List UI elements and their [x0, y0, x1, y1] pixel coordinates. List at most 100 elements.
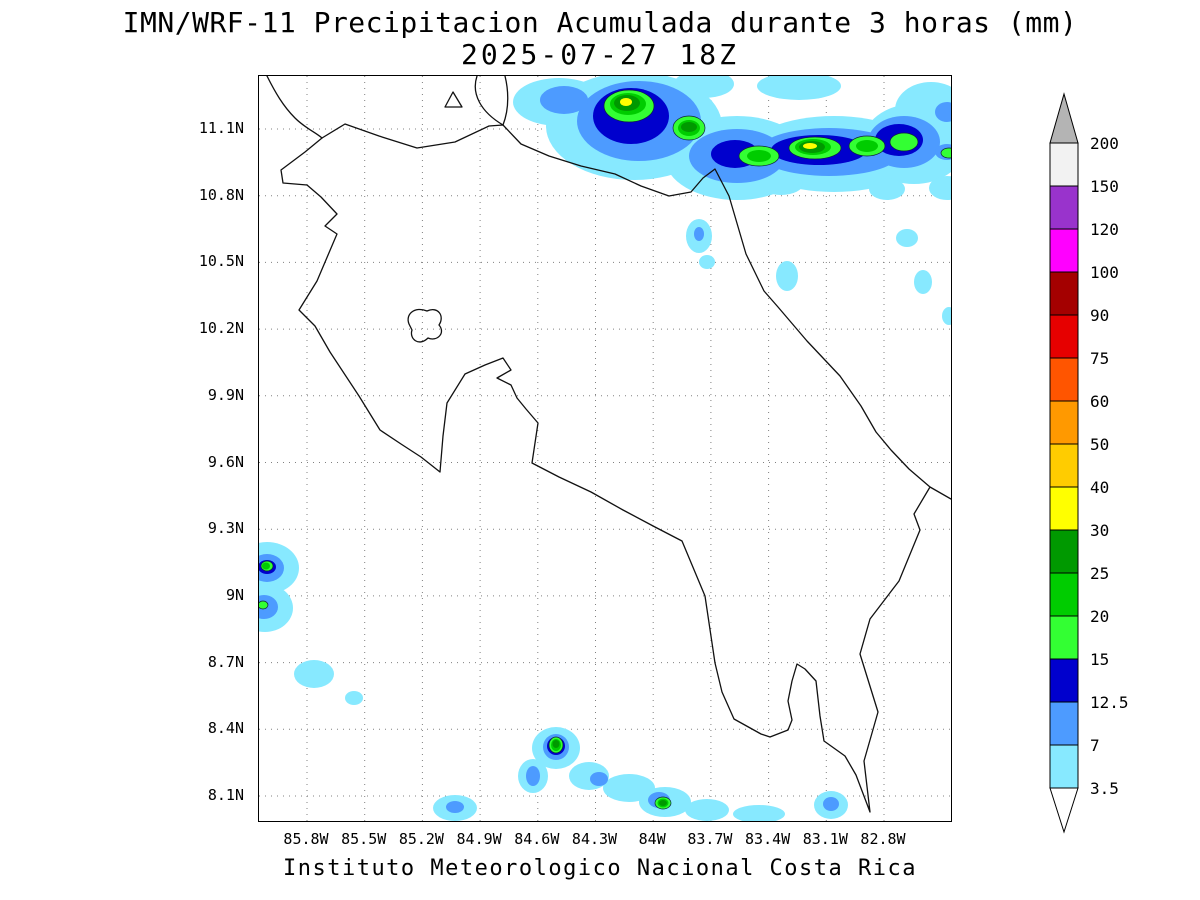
precip-cell — [674, 76, 734, 98]
colorbar-segment — [1049, 314, 1079, 359]
precip-cell — [889, 132, 919, 152]
precip-cell — [620, 98, 632, 106]
colorbar-label: 20 — [1090, 607, 1109, 626]
precip-cell — [659, 800, 667, 806]
colorbar-label: 30 — [1090, 521, 1109, 540]
precip-cell — [262, 562, 270, 570]
colorbar-segment — [1049, 615, 1079, 660]
precip-cell — [733, 805, 785, 821]
colorbar-segment — [1049, 529, 1079, 574]
precip-cell — [776, 261, 798, 291]
costa-rica-outline — [280, 123, 951, 813]
x-tick-label: 83.7W — [687, 830, 733, 848]
x-tick-label: 84.3W — [571, 830, 618, 848]
x-tick-label: 85.2W — [398, 830, 444, 848]
x-tick-label: 85.8W — [283, 830, 329, 848]
colorbar-label: 7 — [1090, 736, 1100, 755]
precip-cell — [929, 176, 951, 200]
colorbar-label: 200 — [1090, 134, 1119, 153]
colorbar-segment — [1049, 443, 1079, 488]
x-tick-label: 84.6W — [514, 830, 560, 848]
map-svg — [259, 76, 951, 821]
colorbar-label: 12.5 — [1090, 693, 1129, 712]
precip-cell — [699, 255, 715, 269]
colorbar-segment — [1049, 658, 1079, 703]
y-tick-label: 9.6N — [207, 452, 244, 471]
precip-cell — [935, 102, 951, 122]
y-tick-label: 8.7N — [207, 652, 244, 671]
x-tick-label: 84W — [638, 830, 666, 848]
precip-cell — [259, 600, 269, 610]
y-tick-label: 10.5N — [198, 252, 244, 271]
y-tick-label: 9.3N — [207, 519, 244, 538]
x-tick-label: 82.8W — [860, 830, 906, 848]
y-tick-label: 8.1N — [207, 786, 244, 804]
colorbar-segment — [1049, 142, 1079, 187]
precip-cell — [803, 143, 817, 149]
y-tick-label: 9N — [225, 585, 244, 604]
y-tick-label: 9.9N — [207, 385, 244, 404]
y-tick-label: 11.1N — [198, 119, 244, 137]
x-tick-label: 84.9W — [456, 830, 502, 848]
colorbar-segment — [1049, 271, 1079, 316]
precip-cell — [823, 797, 839, 811]
gridlines — [259, 76, 951, 821]
precip-cell — [345, 691, 363, 705]
nicaragua-pacific-coast — [266, 76, 323, 139]
precip-cell — [694, 227, 704, 241]
colorbar-label: 75 — [1090, 349, 1109, 368]
precip-level-3p5-7mm — [259, 76, 951, 821]
precip-cell — [685, 799, 729, 821]
colorbar-label: 60 — [1090, 392, 1109, 411]
colorbar-segment — [1049, 357, 1079, 402]
colorbar-arrow-above-max — [1049, 92, 1079, 144]
colorbar-label: 100 — [1090, 263, 1119, 282]
lake-arenal — [407, 308, 443, 343]
precip-cell — [552, 740, 560, 748]
colorbar-label: 15 — [1090, 650, 1109, 669]
precip-level-30-40mm — [620, 98, 817, 149]
y-tick-label: 8.4N — [207, 719, 244, 738]
colorbar-segment — [1049, 228, 1079, 273]
precip-cell — [759, 173, 803, 195]
precip-cell — [896, 229, 918, 247]
precip-level-15-20mm — [259, 89, 951, 810]
colorbar-svg: 200 150 120 100 90 75 60 50 40 30 25 20 15 12.5 7 3.5 — [1049, 92, 1129, 834]
precip-cell — [914, 270, 932, 294]
precip-cell — [446, 801, 464, 813]
colorbar-arrow-below-min — [1049, 787, 1079, 834]
precipitation-shading — [259, 76, 951, 821]
colorbar-segment — [1049, 701, 1079, 746]
precip-cell — [942, 307, 951, 325]
ometepe-island — [444, 91, 463, 108]
colorbar-label: 40 — [1090, 478, 1109, 497]
precip-cell — [856, 140, 878, 152]
y-tick-label: 10.2N — [198, 319, 244, 338]
y-tick-label: 10.8N — [198, 185, 244, 204]
precip-cell — [540, 86, 588, 114]
colorbar-label: 90 — [1090, 306, 1109, 325]
precip-cell — [526, 766, 540, 786]
x-axis-tick-labels: 85.8W 85.5W 85.2W 84.9W 84.6W 84.3W 84W 83.7W 83… — [258, 830, 950, 854]
colorbar-legend: 200 150 120 100 90 75 60 50 40 30 25 20 15 12.5 7 3.5 — [1048, 88, 1168, 848]
precip-cell — [747, 150, 771, 162]
colorbar-segment — [1049, 400, 1079, 445]
colorbar-segment — [1049, 185, 1079, 230]
colorbar-label: 50 — [1090, 435, 1109, 454]
colorbar-label: 25 — [1090, 564, 1109, 583]
x-tick-label: 83.4W — [745, 830, 791, 848]
colorbar-label: 150 — [1090, 177, 1119, 196]
x-tick-label: 85.5W — [341, 830, 387, 848]
footer-institution: Instituto Meteorologico Nacional Costa R… — [282, 856, 918, 881]
figure-datetime: 2025-07-27 18Z — [460, 38, 739, 71]
colorbar-label: 3.5 — [1090, 779, 1119, 798]
colorbar-label: 120 — [1090, 220, 1119, 239]
colorbar-segment — [1049, 572, 1079, 617]
x-tick-label: 83.1W — [802, 830, 848, 848]
precip-level-25-30mm — [552, 95, 825, 806]
precip-cell — [869, 178, 905, 200]
precip-cell — [294, 660, 334, 688]
map-plot-area — [258, 75, 952, 822]
colorbar-segment — [1049, 486, 1079, 531]
